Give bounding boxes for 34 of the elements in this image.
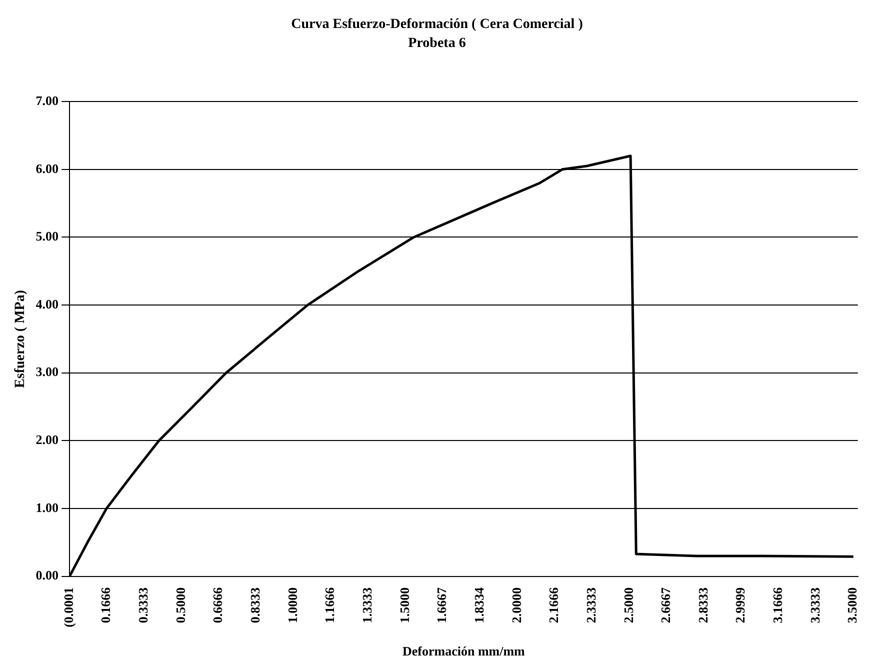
x-tick-label: 3.5000	[844, 587, 860, 624]
x-tick-label: 1.0000	[284, 587, 300, 624]
x-tick-label: 2.5000	[620, 587, 636, 624]
y-tick-label: 1.00	[36, 500, 59, 515]
x-tick-label: 1.5000	[396, 587, 412, 624]
x-tick-label: 3.3333	[807, 586, 822, 624]
x-tick-label: 2.6667	[658, 586, 674, 624]
x-tick-label: 2.0000	[508, 587, 524, 624]
x-axis-title: Deformación mm/mm	[402, 644, 526, 659]
y-axis-title: Esfuerzo ( MPa)	[13, 290, 28, 388]
x-tick-label: 0.5000	[172, 587, 188, 624]
x-tick-label: 1.8334	[472, 586, 487, 624]
x-tick-label: (0.0001	[60, 587, 76, 628]
y-tick-label: 0.00	[36, 568, 59, 583]
y-tick-label: 6.00	[36, 160, 59, 176]
x-tick-label: 2.3333	[583, 586, 598, 624]
chart-subtitle: Probeta 6	[408, 36, 466, 51]
x-tick-label: 2.1666	[546, 586, 562, 624]
x-tick-label: 0.6666	[210, 586, 226, 624]
y-tick-label: 7.00	[36, 92, 59, 108]
y-tick-label: 4.00	[36, 296, 59, 312]
x-tick-label: 1.1666	[322, 586, 338, 624]
y-tick-label: 2.00	[36, 432, 59, 448]
x-tick-label: 0.8333	[248, 586, 263, 624]
y-tick-label: 3.00	[36, 364, 59, 380]
x-tick-label: 1.3333	[360, 586, 375, 624]
x-tick-label: 0.3333	[136, 586, 151, 624]
chart-title: Curva Esfuerzo-Deformación ( Cera Comercial )	[291, 17, 584, 32]
x-tick-label: 2.9999	[732, 586, 748, 624]
x-tick-label: 1.6667	[434, 586, 450, 624]
x-tick-label: 2.8333	[695, 586, 710, 624]
x-tick-label: 0.1666	[98, 586, 114, 624]
x-tick-label: 3.1666	[770, 586, 786, 624]
y-tick-label: 5.00	[36, 228, 59, 244]
